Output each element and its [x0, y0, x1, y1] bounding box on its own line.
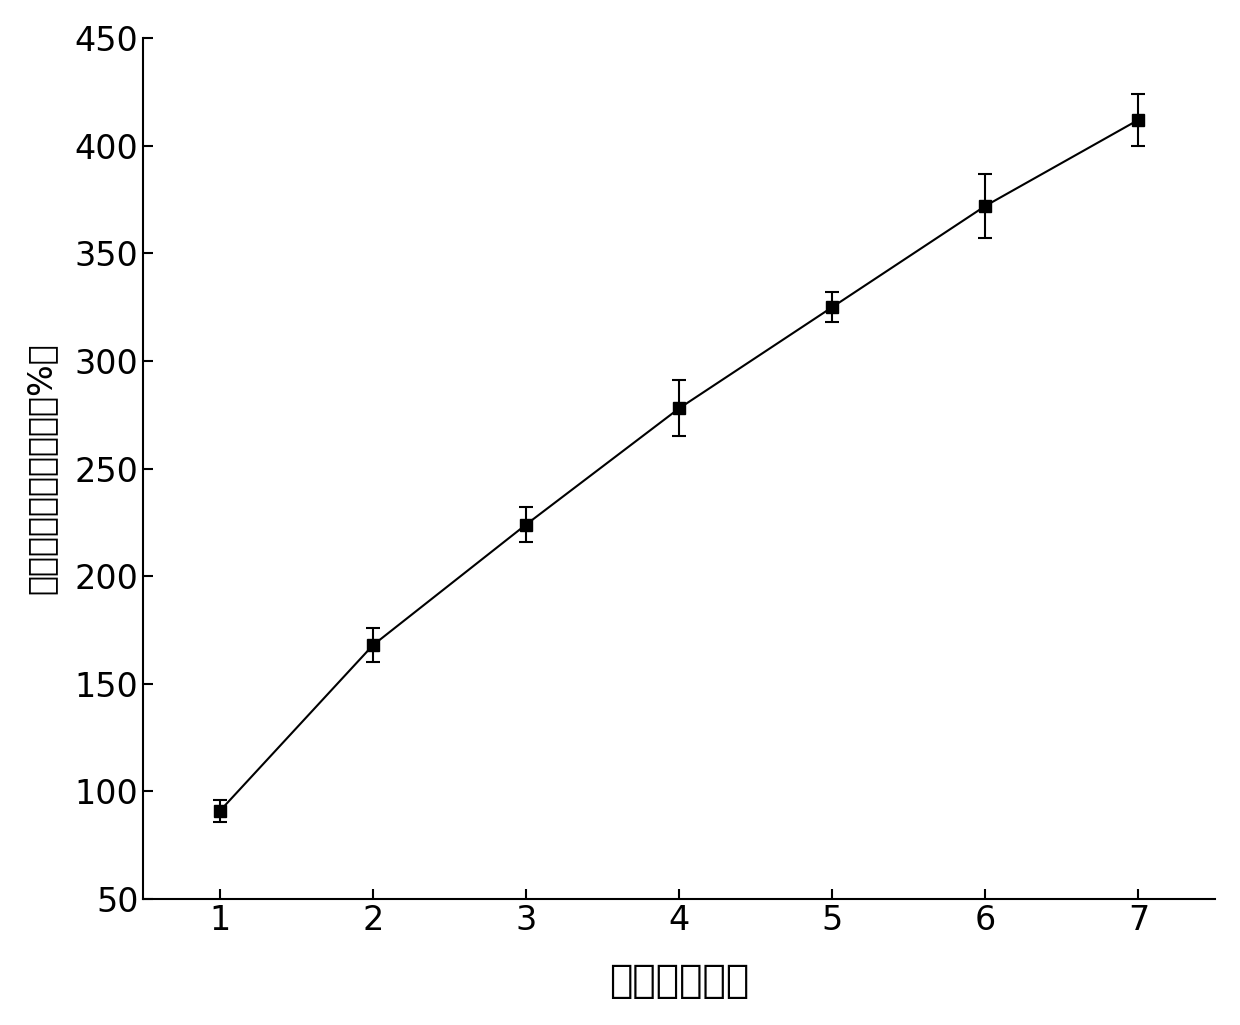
- X-axis label: 循环使用次数: 循环使用次数: [609, 962, 749, 1000]
- Y-axis label: 累积京尼平苷转化率（%）: 累积京尼平苷转化率（%）: [25, 342, 58, 594]
